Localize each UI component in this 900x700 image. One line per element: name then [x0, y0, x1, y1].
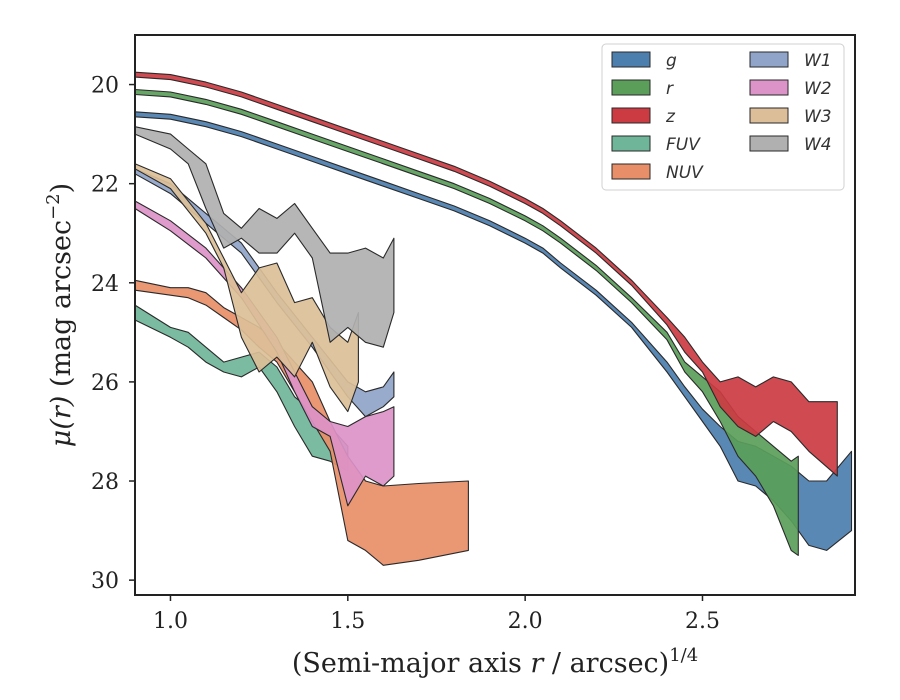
series-bands: [134, 71, 853, 566]
y-tick-label: 20: [91, 74, 119, 99]
legend-swatch-w1: [749, 51, 789, 68]
legend-swatch-w2: [749, 79, 789, 96]
band-z: [134, 71, 838, 477]
x-tick-label: 2.5: [685, 609, 720, 634]
legend-swatch-w3: [749, 107, 789, 124]
plot-frame: [134, 34, 856, 596]
y-axis-ticks: 20 22 24 26 28 30: [91, 74, 135, 594]
band-w4: [134, 126, 395, 348]
legend-swatch-fuv: [611, 135, 651, 152]
legend-label-w2: W2: [804, 79, 832, 99]
legend-label-w3: W3: [804, 107, 832, 127]
legend-swatch-r: [611, 79, 651, 96]
y-tick-label: 28: [91, 470, 119, 495]
x-tick-label: 1.5: [330, 609, 365, 634]
legend-label-z: z: [665, 107, 676, 127]
legend-swatch-nuv: [611, 163, 651, 180]
legend-label-fuv: FUV: [666, 135, 701, 155]
legend-label-r: r: [666, 79, 674, 99]
x-tick-label: 2.0: [508, 609, 543, 634]
legend-label-w1: W1: [804, 51, 832, 71]
legend-label-g: g: [666, 51, 677, 71]
y-axis-label: μ(r) (mag arcsec−2): [43, 183, 77, 447]
legend-swatch-z: [611, 107, 651, 124]
y-tick-label: 30: [91, 569, 119, 594]
y-tick-label: 22: [91, 173, 119, 198]
band-w3: [134, 163, 359, 413]
y-tick-label: 24: [91, 272, 119, 297]
y-tick-label: 26: [91, 371, 119, 396]
x-axis-label: (Semi-major axis r / arcsec)1/4: [292, 645, 698, 679]
x-axis-ticks: 1.0 1.5 2.0 2.5: [153, 595, 720, 634]
legend-label-w4: W4: [804, 135, 832, 155]
legend-label-nuv: NUV: [666, 163, 704, 183]
legend-swatch-w4: [749, 135, 789, 152]
x-tick-label: 1.0: [153, 609, 188, 634]
band-r: [134, 88, 799, 556]
legend-swatch-g: [611, 51, 651, 68]
legend: grz FUV NUV W1 W2 W3 W4: [601, 43, 845, 191]
